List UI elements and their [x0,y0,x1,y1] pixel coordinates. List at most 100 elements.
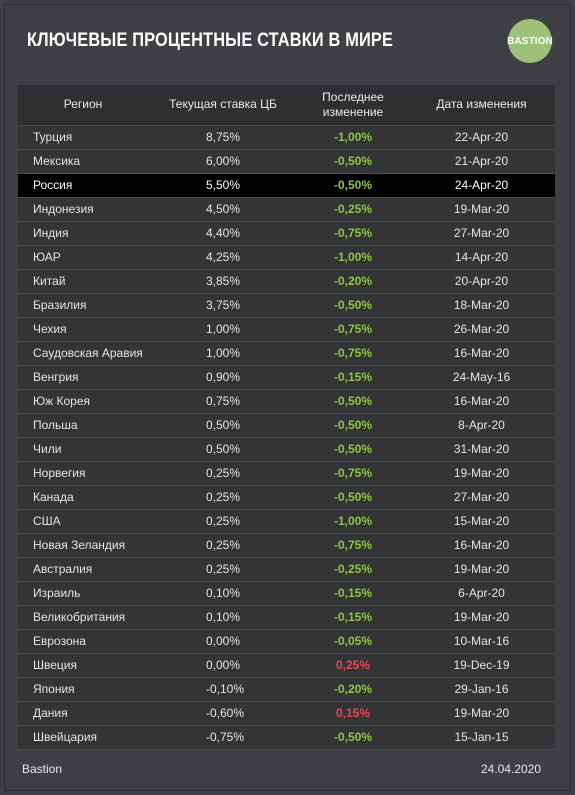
column-header-date: Дата изменения [408,85,555,126]
cell-region: Норвегия [18,461,148,486]
cell-date: 19-Mar-20 [408,197,555,222]
table-row: Турция 8,75% -1,00% 22-Apr-20 [18,125,555,150]
cell-region: Дания [18,701,148,726]
cell-region: Бразилия [18,293,148,318]
table-row: Норвегия 0,25% -0,75% 19-Mar-20 [18,461,555,486]
table-row: Индонезия 4,50% -0,25% 19-Mar-20 [18,197,555,222]
column-header-change: Последнее изменение [298,85,408,126]
cell-rate: -0,10% [148,677,298,702]
cell-date: 22-Apr-20 [408,125,555,150]
cell-region: Россия [18,173,148,198]
cell-region: Чили [18,437,148,462]
cell-rate: -0,60% [148,701,298,726]
cell-date: 16-Mar-20 [408,341,555,366]
table-header-row: Регион Текущая ставка ЦБ Последнее измен… [18,85,555,126]
table-row: ЮАР 4,25% -1,00% 14-Apr-20 [18,245,555,270]
cell-change: -0,50% [298,389,408,414]
table-row: Саудовская Аравия 1,00% -0,75% 16-Mar-20 [18,341,555,366]
cell-date: 19-Dec-19 [408,653,555,678]
cell-region: Китай [18,269,148,294]
table-row: Канада 0,25% -0,50% 27-Mar-20 [18,485,555,510]
table-row: Швеция 0,00% 0,25% 19-Dec-19 [18,653,555,678]
table-row: Великобритания 0,10% -0,15% 19-Mar-20 [18,605,555,630]
cell-change: -0,75% [298,461,408,486]
cell-date: 29-Jan-16 [408,677,555,702]
cell-change: -0,50% [298,293,408,318]
cell-rate: 5,50% [148,173,298,198]
cell-rate: 4,40% [148,221,298,246]
cell-date: 6-Apr-20 [408,581,555,606]
cell-rate: 3,75% [148,293,298,318]
table-row: Новая Зеландия 0,25% -0,75% 16-Mar-20 [18,533,555,558]
table-row: Венгрия 0,90% -0,15% 24-May-16 [18,365,555,390]
table-row: Швейцария -0,75% -0,50% 15-Jan-15 [18,725,555,750]
cell-rate: 0,25% [148,533,298,558]
cell-date: 26-Mar-20 [408,317,555,342]
logo-text: BASTION [507,35,553,47]
cell-change: -0,50% [298,725,408,750]
cell-rate: 4,25% [148,245,298,270]
cell-region: Чехия [18,317,148,342]
cell-region: Великобритания [18,605,148,630]
cell-date: 20-Apr-20 [408,269,555,294]
cell-date: 19-Mar-20 [408,557,555,582]
table-row: Еврозона 0,00% -0,05% 10-Mar-16 [18,629,555,654]
table-row: Дания -0,60% 0,15% 19-Mar-20 [18,701,555,726]
cell-change: 0,25% [298,653,408,678]
cell-change: -0,20% [298,677,408,702]
cell-date: 19-Mar-20 [408,461,555,486]
cell-change: -0,25% [298,557,408,582]
cell-change: -1,00% [298,245,408,270]
cell-rate: 0,50% [148,437,298,462]
cell-date: 15-Mar-20 [408,509,555,534]
cell-rate: 0,25% [148,509,298,534]
table-row: Мексика 6,00% -0,50% 21-Apr-20 [18,149,555,174]
cell-change: -0,50% [298,485,408,510]
cell-rate: 0,00% [148,653,298,678]
cell-rate: 0,10% [148,605,298,630]
card-frame [4,4,571,791]
cell-rate: 1,00% [148,317,298,342]
cell-change: -0,75% [298,221,408,246]
cell-rate: 6,00% [148,149,298,174]
cell-region: Индонезия [18,197,148,222]
table-row: Япония -0,10% -0,20% 29-Jan-16 [18,677,555,702]
cell-region: США [18,509,148,534]
cell-change: -0,50% [298,437,408,462]
table-row: Чехия 1,00% -0,75% 26-Mar-20 [18,317,555,342]
table-row: Китай 3,85% -0,20% 20-Apr-20 [18,269,555,294]
column-header-region: Регион [18,85,148,126]
cell-change: -0,50% [298,413,408,438]
cell-region: Япония [18,677,148,702]
footer-brand: Bastion [22,762,63,776]
cell-region: Мексика [18,149,148,174]
cell-date: 24-May-16 [408,365,555,390]
cell-change: -1,00% [298,125,408,150]
cell-region: Израиль [18,581,148,606]
cell-change: -0,25% [298,197,408,222]
cell-region: Венгрия [18,365,148,390]
cell-region: Польша [18,413,148,438]
cell-rate: 4,50% [148,197,298,222]
cell-change: -1,00% [298,509,408,534]
cell-rate: 0,10% [148,581,298,606]
cell-date: 15-Jan-15 [408,725,555,750]
cell-rate: 1,00% [148,341,298,366]
cell-date: 16-Mar-20 [408,389,555,414]
cell-region: Турция [18,125,148,150]
cell-date: 16-Mar-20 [408,533,555,558]
cell-date: 27-Mar-20 [408,221,555,246]
cell-region: Новая Зеландия [18,533,148,558]
cell-change: -0,75% [298,341,408,366]
cell-region: Индия [18,221,148,246]
cell-change: -0,15% [298,581,408,606]
cell-rate: 0,00% [148,629,298,654]
table-row: США 0,25% -1,00% 15-Mar-20 [18,509,555,534]
cell-date: 10-Mar-16 [408,629,555,654]
cell-date: 18-Mar-20 [408,293,555,318]
cell-date: 14-Apr-20 [408,245,555,270]
cell-change: -0,15% [298,365,408,390]
cell-date: 31-Mar-20 [408,437,555,462]
rates-table: Регион Текущая ставка ЦБ Последнее измен… [18,85,555,750]
footer-date: 24.04.2020 [481,762,542,776]
